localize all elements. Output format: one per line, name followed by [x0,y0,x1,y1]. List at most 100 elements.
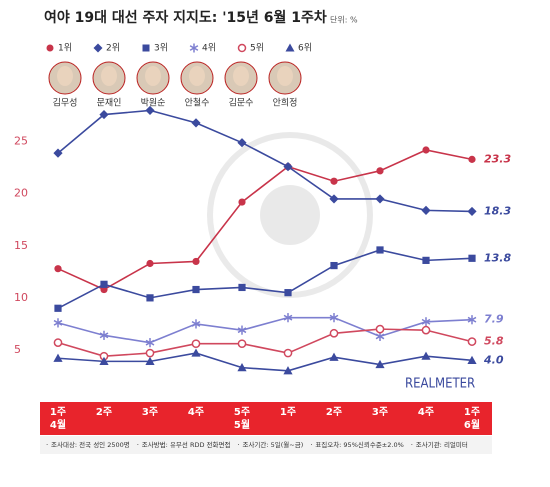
point [145,338,155,348]
point-shape [375,333,385,340]
point-shape [237,339,247,349]
point [329,313,339,323]
candidate-photo-face [277,66,293,86]
legend-marker [237,43,247,53]
point [53,148,63,158]
legend-marker-shape [237,43,247,53]
point-shape [421,205,431,215]
point-shape [467,337,477,346]
point-shape [145,348,155,358]
legend-marker-shape [285,43,295,52]
point-shape [54,265,62,273]
candidate-name: 문재인 [97,98,122,109]
point [421,351,431,360]
footer-note: 조사기관: 리얼미터 [416,440,468,449]
candidate-name: 박원순 [141,98,166,109]
point-shape [238,283,246,292]
legend-marker-shape [46,44,54,52]
point [421,205,431,215]
point [375,194,385,204]
point [283,348,293,358]
series-line [57,109,473,213]
point [375,324,385,334]
point [467,315,477,325]
point-shape [376,167,384,175]
point [237,363,247,372]
point-shape [53,148,63,158]
point [422,256,430,264]
legend-marker [46,44,54,52]
point [237,138,247,148]
point [330,261,338,270]
footer-bullet: · [137,441,139,449]
point-shape [467,355,477,364]
value-label: 4.0 [483,353,504,366]
point-shape [422,146,430,154]
y-tick-label: 15 [14,239,28,252]
point-shape [53,319,63,326]
point-shape [330,177,338,185]
point-shape [329,328,339,338]
x-tick-label: 5주 5월 [234,406,250,431]
y-tick-label: 10 [14,291,28,304]
point-shape [468,254,476,262]
point [237,339,247,349]
point [329,352,339,361]
candidate-name: 안희정 [273,97,298,109]
point-shape [99,356,109,365]
point-shape [468,155,476,163]
point [145,348,155,358]
candidate-name: 김문수 [229,97,254,109]
point-shape [330,261,338,270]
point [330,177,338,185]
candidate-photo-face [101,66,117,86]
point-shape [422,256,430,264]
footer-note: 조사기간: 5일(월~금) [242,440,303,449]
point [421,325,431,335]
point [422,146,430,154]
point [376,167,384,175]
x-tick-label: 4주 [188,406,204,418]
point-shape [192,257,200,266]
value-label: 23.3 [484,152,511,165]
point [54,304,62,312]
point-shape [238,198,246,206]
y-tick-label: 25 [14,135,28,148]
x-tick-label: 3주 [372,406,388,418]
point [468,155,476,163]
legend-label: 5위 [250,43,264,54]
point [467,206,477,217]
point [468,254,476,262]
legend-marker-shape [142,44,150,52]
point-shape [145,356,155,365]
footer-note: 표집오차: 95%신뢰수준±2.0% [315,440,404,449]
point-shape [191,320,201,327]
point [284,289,292,297]
unit: 단위: % [330,15,358,25]
x-tick-label: 1주 4월 [50,406,66,431]
point-shape [191,348,201,357]
candidate-photo-face [57,66,73,86]
point [99,330,109,340]
candidate-photo-face [233,66,249,86]
point [329,194,339,204]
legend-marker [142,44,150,52]
legend-label: 4위 [202,43,216,54]
point [191,348,201,357]
footer-band [40,436,492,454]
legend-marker [189,43,199,53]
legend-marker-shape [93,43,103,53]
series-line [57,249,473,309]
footer-bullet: · [310,441,312,449]
series-line [57,328,473,357]
point [53,318,63,328]
point-shape [237,327,247,334]
legend-label: 6위 [298,43,312,54]
point-shape [53,353,63,362]
footer-note: 조사방법: 유무선 RDD 전화면접 [142,440,231,449]
legend-marker [93,43,103,53]
point [191,339,201,349]
point [191,118,201,128]
point-shape [284,289,292,297]
point [53,353,63,362]
